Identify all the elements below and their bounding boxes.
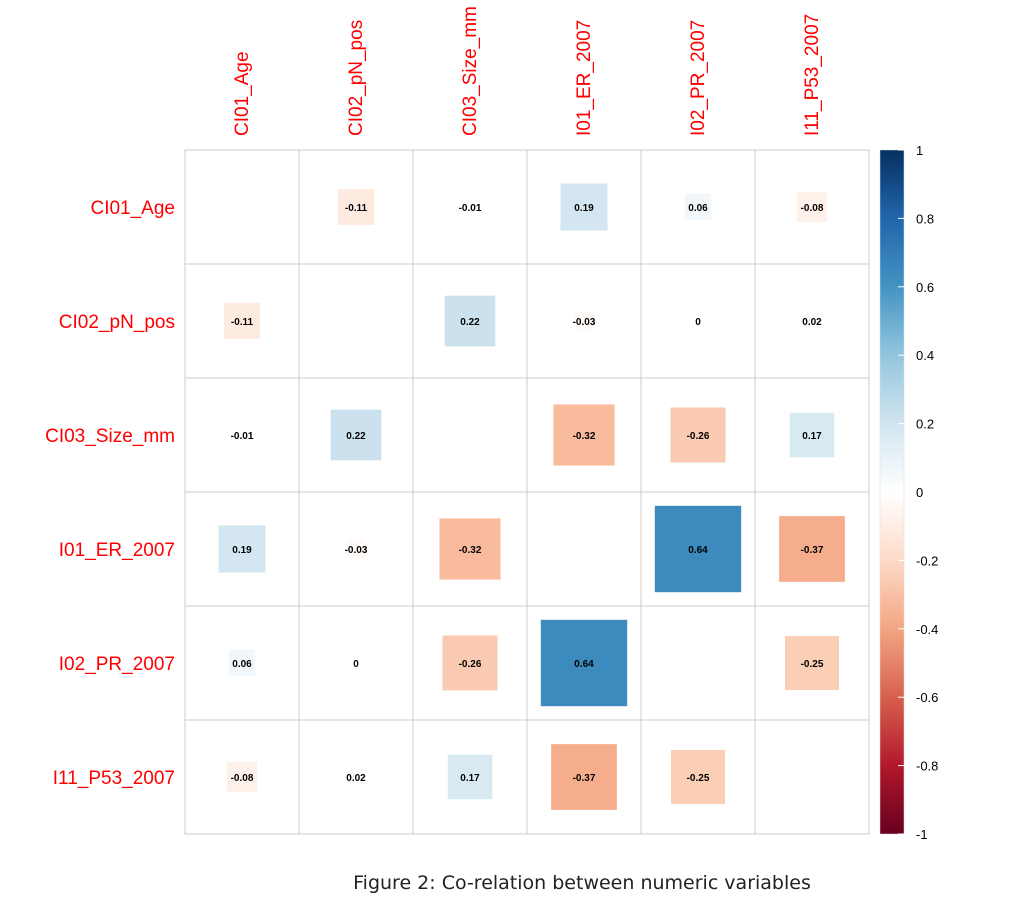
row-label: CI01_Age xyxy=(90,198,175,219)
correlation-value: -0.26 xyxy=(687,431,710,442)
correlation-value: 0.17 xyxy=(802,431,822,442)
correlation-value: -0.37 xyxy=(801,545,824,556)
correlation-value: 0.64 xyxy=(688,545,708,556)
correlation-value: -0.37 xyxy=(573,773,596,784)
correlation-square xyxy=(439,518,501,580)
correlation-value: 0.17 xyxy=(460,773,480,784)
correlation-square xyxy=(218,525,266,573)
row-labels: CI01_Age CI02_pN_pos CI03_Size_mm I01_ER_20… xyxy=(45,198,175,789)
correlation-value: -0.03 xyxy=(573,317,596,328)
correlation-square xyxy=(789,412,835,458)
correlation-square xyxy=(442,635,498,691)
correlation-value: -0.25 xyxy=(801,659,824,670)
correlation-value: -0.26 xyxy=(459,659,482,670)
correlation-square xyxy=(226,761,258,793)
figure-caption: Figure 2: Co-relation between numeric va… xyxy=(353,872,811,894)
correlation-value: 0.06 xyxy=(232,659,252,670)
correlation-value: -0.01 xyxy=(231,431,254,442)
correlation-square xyxy=(785,636,839,690)
colorbar-tick-label: 1 xyxy=(916,143,923,158)
correlation-square xyxy=(804,313,820,329)
correlation-value: -0.08 xyxy=(801,203,824,214)
colorbar-tick-label: -0.2 xyxy=(916,553,938,568)
correlation-value: -0.08 xyxy=(231,773,254,784)
colorbar-tick-label: -0.8 xyxy=(916,759,938,774)
row-label: I02_PR_2007 xyxy=(59,654,175,675)
correlation-square xyxy=(444,295,496,347)
correlation-value: -0.03 xyxy=(345,545,368,556)
correlation-value: 0.02 xyxy=(346,773,366,784)
correlation-square xyxy=(779,516,845,582)
correlation-square xyxy=(670,407,726,463)
row-label: CI03_Size_mm xyxy=(45,426,175,447)
correlation-value: 0.64 xyxy=(574,659,594,670)
colorbar-tick-label: -0.4 xyxy=(916,622,938,637)
correlation-square xyxy=(684,193,712,221)
correlation-value: 0 xyxy=(353,659,359,670)
colorbar-tick-label: 0.6 xyxy=(916,280,934,295)
row-label: I01_ER_2007 xyxy=(59,540,175,561)
correlation-square xyxy=(236,429,248,441)
correlation-square xyxy=(796,191,828,223)
correlation-value: -0.11 xyxy=(231,317,254,328)
correlation-square xyxy=(338,189,374,225)
colorbar-tick-label: 0.4 xyxy=(916,348,934,363)
correlation-square xyxy=(330,409,382,461)
column-label: I11_P53_2007 xyxy=(802,14,823,136)
correlation-value: -0.25 xyxy=(687,773,710,784)
colorbar-tick-label: 0 xyxy=(916,485,923,500)
correlation-square xyxy=(224,303,260,339)
correlation-value: -0.32 xyxy=(573,431,596,442)
correlation-square xyxy=(574,311,594,331)
correlation-square xyxy=(671,750,725,804)
correlation-value: 0.19 xyxy=(232,545,252,556)
correlation-square xyxy=(464,201,476,213)
correlation-value: 0.06 xyxy=(688,203,708,214)
column-labels: CI01_Age CI02_pN_pos CI03_Size_mm I01_ER_20… xyxy=(232,6,823,136)
correlation-value: 0.22 xyxy=(346,431,366,442)
column-label: CI03_Size_mm xyxy=(460,6,481,136)
colorbar-tick-label: -0.6 xyxy=(916,690,938,705)
correlation-value: 0.22 xyxy=(460,317,480,328)
correlation-square xyxy=(228,649,256,677)
colorbar-tick-label: 0.8 xyxy=(916,211,934,226)
correlation-square xyxy=(654,505,742,593)
correlation-square xyxy=(447,754,493,800)
row-label: I11_P53_2007 xyxy=(53,768,175,789)
matrix-grid xyxy=(184,149,870,835)
correlation-value: 0.19 xyxy=(574,203,594,214)
column-label: I02_PR_2007 xyxy=(688,20,709,136)
correlation-value: -0.11 xyxy=(345,203,368,214)
correlation-square xyxy=(346,539,366,559)
column-label: I01_ER_2007 xyxy=(574,20,595,136)
row-label: CI02_pN_pos xyxy=(59,312,175,333)
correlation-square xyxy=(551,744,617,810)
colorbar-tick-label: -1 xyxy=(916,827,928,842)
column-label: CI01_Age xyxy=(232,51,253,136)
correlation-square xyxy=(348,769,364,785)
matrix-cells: -0.11 -0.01 0.19 0.06 -0.08 -0.11 0.22 -0.03 0 0.… xyxy=(218,183,845,810)
correlation-square xyxy=(540,619,628,707)
correlation-value: 0 xyxy=(695,317,701,328)
correlation-value: -0.32 xyxy=(459,545,482,556)
colorbar: 1 0.8 0.6 0.4 0.2 0 -0.2 -0.4 -0.6 -0.8 -1 xyxy=(879,143,938,842)
column-label: CI02_pN_pos xyxy=(346,20,367,136)
correlation-value: -0.01 xyxy=(459,203,482,214)
correlation-square xyxy=(560,183,608,231)
correlation-square xyxy=(553,404,615,466)
correlation-value: 0.02 xyxy=(802,317,822,328)
colorbar-tick-label: 0.2 xyxy=(916,417,934,432)
